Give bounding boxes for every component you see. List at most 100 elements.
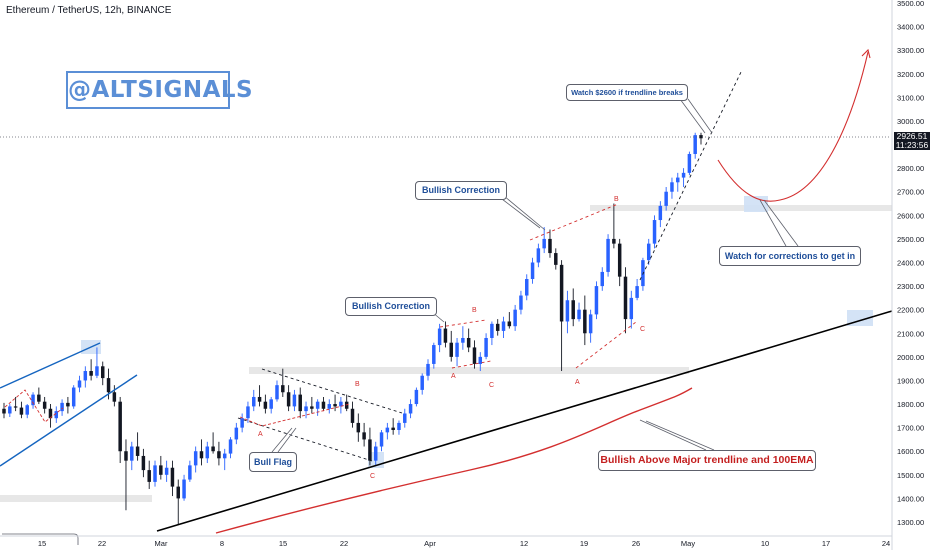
y-tick-label: 3500.00 [897,0,924,8]
y-tick-label: 2000.00 [897,353,924,362]
channel-upper-line [0,342,101,389]
candle-body [95,366,99,376]
candle-body [240,418,244,428]
support-zone-middle [249,367,689,374]
pointer-watch2600 [679,98,706,134]
candle-body [385,427,390,433]
pointer-correction-upper [497,195,541,229]
pointer-watch-corrections-b [763,199,799,247]
candle-body [670,182,674,192]
candle-body [130,446,134,461]
candle-body [594,286,599,315]
candle-body [652,220,657,244]
y-tick-label: 3000.00 [897,117,924,126]
current-price-value: 2926.51 [896,131,928,141]
candle-body [536,248,541,263]
candle-body [310,406,314,409]
candle-body [159,465,163,475]
candle-body [530,262,535,280]
y-tick-label: 2500.00 [897,235,924,244]
candle-body [228,439,233,454]
candle-body [211,446,215,452]
candle-body [461,337,465,343]
partial-box-corner [2,533,79,545]
x-tick-label: 17 [822,539,830,548]
wave-label: B [614,196,619,203]
candle-body [31,394,35,406]
candle-body [437,328,442,346]
x-tick-label: Mar [155,539,168,548]
candle-body [646,243,651,261]
candle-body [304,406,308,412]
candle-body [222,453,227,459]
candle-body [182,479,186,499]
candle-body [13,406,18,408]
candle-body [135,446,140,456]
candle-body [281,385,285,393]
candle-body [681,172,686,178]
y-tick-label: 1400.00 [897,494,924,503]
pointer-bullish-above [639,419,707,451]
flag-abc-path [239,403,351,427]
candle-body [588,314,593,334]
x-tick-label: May [681,539,695,548]
candle-body [19,407,24,415]
candle-body [37,394,41,402]
wave-label: C [489,382,494,389]
pointer-bull-flag-b [277,427,297,453]
candle-body [176,486,180,499]
y-tick-label: 3200.00 [897,70,924,79]
candle-body [234,427,239,440]
ema-100-line [215,387,693,534]
candle-body [606,238,610,272]
candle-body [676,177,680,183]
wave-label-layer: A B C A B C A B C [258,196,645,480]
bar-countdown: 11:23:56 [895,140,929,150]
candle-body [542,238,546,249]
x-tick-label: 15 [279,539,287,548]
candle-body [658,205,663,221]
candle-body [205,446,210,459]
candle-body [391,427,395,430]
projection-curve [717,51,869,202]
candle-body [2,408,6,414]
candle-body [269,399,273,409]
candle-body [25,405,29,415]
y-tick-label: 2800.00 [897,164,924,173]
candle-body [443,328,448,343]
candle-body [217,451,221,459]
candle-body [548,238,552,254]
candle-body [118,401,122,452]
callout-bullish-correction-lower: Bullish Correction [345,297,437,316]
y-tick-label: 3100.00 [897,93,924,102]
support-zone-left [0,495,152,502]
candle-body [420,375,424,390]
candle-body [577,309,581,320]
candle-body [8,406,12,414]
y-tick-label: 2600.00 [897,211,924,220]
candle-body [356,422,361,433]
candle-body [77,380,82,388]
candle-body [565,300,570,322]
candle-body [373,446,378,461]
candle-body [397,422,401,430]
y-tick-label: 2200.00 [897,306,924,315]
candle-body [60,402,64,412]
candle-body [100,366,105,379]
altsignals-watermark: @ALTSIGNALS [66,71,253,109]
candle-body [490,323,494,338]
candle-body [263,401,268,409]
candle-body [246,406,250,419]
candle-body [257,396,262,402]
pointer-bullish-above-b [645,420,715,451]
callout-watch-2600: Watch $2600 if trendline breaks [566,84,688,101]
pointer-watch2600-b [687,98,713,134]
x-tick-label: 19 [580,539,588,548]
candle-body [252,396,256,407]
wave-label: B [355,381,360,388]
wave-label: A [575,379,580,386]
x-tick-label: 24 [882,539,890,548]
